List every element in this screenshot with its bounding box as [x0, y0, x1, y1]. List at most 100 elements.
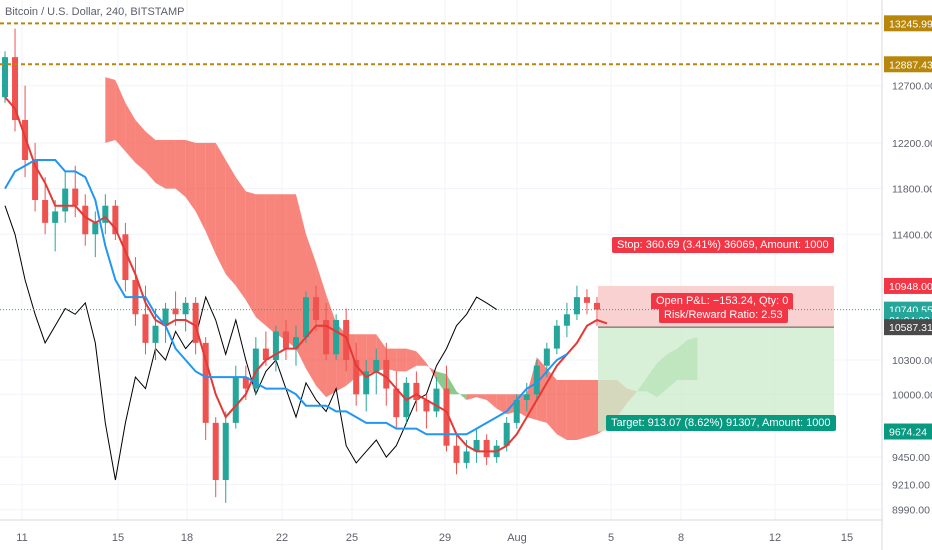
candle-body — [172, 308, 179, 315]
price-axis-label: 10948.00 — [889, 281, 932, 293]
ichimoku-cloud-segment — [416, 351, 427, 366]
ichimoku-cloud-segment — [316, 262, 327, 398]
candle-body — [92, 222, 99, 235]
y-tick-label: 12200.00 — [892, 138, 932, 150]
candle-body — [433, 388, 440, 412]
y-tick-label: 11400.00 — [892, 229, 932, 241]
candle-body — [393, 388, 400, 418]
candle-body — [112, 205, 119, 235]
candle-body — [483, 440, 490, 458]
risk-reward-label[interactable]: Risk/Reward Ratio: 2.53 — [659, 307, 788, 323]
candle-body — [553, 325, 560, 349]
y-tick-label: 9210.00 — [892, 480, 930, 492]
candle-body — [292, 337, 299, 349]
candle-body — [262, 348, 269, 360]
ichimoku-cloud-segment — [486, 394, 497, 409]
candle-body — [533, 365, 540, 395]
ichimoku-cloud-segment — [436, 371, 447, 395]
price-label-bg — [884, 56, 932, 73]
price-axis-label: 9674.24 — [889, 427, 927, 439]
candle-body — [202, 342, 209, 423]
x-tick-label: 18 — [181, 532, 193, 544]
ichimoku-cloud-segment — [155, 140, 166, 189]
candle-body — [593, 302, 601, 310]
candle-body — [503, 422, 510, 446]
ichimoku-cloud-segment — [135, 120, 146, 172]
candle-body — [272, 331, 279, 360]
ichimoku-cloud-segment — [275, 194, 286, 340]
candle-body — [573, 297, 580, 315]
candle-body — [583, 297, 590, 303]
x-tick-label: 5 — [608, 532, 614, 544]
ichimoku-cloud-segment — [556, 380, 567, 440]
candle-body — [212, 422, 219, 480]
price-label-bg — [884, 423, 932, 440]
ichimoku-cloud-segment — [255, 194, 266, 326]
candle-body — [152, 325, 159, 343]
ichimoku-cloud-segment — [586, 380, 597, 438]
candle-body — [62, 188, 69, 212]
symbol-title: Bitcoin / U.S. Dollar, 240, BITSTAMP — [5, 6, 185, 18]
ichimoku-cloud-segment — [175, 140, 186, 198]
ichimoku-cloud-segment — [115, 80, 126, 152]
target-label[interactable]: Target: 913.07 (8.62%) 91307, Amount: 10… — [606, 415, 836, 431]
candle-body — [162, 308, 169, 326]
x-tick-label: 12 — [769, 532, 781, 544]
x-tick-label: 25 — [346, 532, 358, 544]
x-tick-label: 15 — [112, 532, 124, 544]
ichimoku-cloud-segment — [245, 191, 256, 318]
ichimoku-cloud-segment — [165, 140, 176, 189]
candle-body — [453, 445, 460, 463]
target-zone — [598, 327, 834, 432]
y-tick-label: 12700.00 — [892, 81, 932, 93]
candle-body — [242, 377, 249, 389]
ichimoku-cloud-segment — [566, 380, 577, 440]
ichimoku-cloud-segment — [476, 394, 487, 400]
candle-body — [373, 360, 380, 372]
candle-body — [523, 394, 530, 400]
ichimoku-cloud-segment — [195, 142, 206, 232]
candle-body — [252, 348, 259, 389]
candle-body — [543, 348, 550, 366]
ichimoku-cloud-segment — [456, 391, 467, 400]
y-tick-label: 9450.00 — [892, 452, 930, 464]
ichimoku-cloud-segment — [546, 368, 557, 435]
ichimoku-cloud-segment — [285, 194, 296, 349]
ichimoku-cloud-segment — [225, 160, 236, 286]
candle-body — [383, 360, 390, 389]
y-tick-label: 10300.00 — [892, 355, 932, 367]
candle-body — [343, 320, 350, 360]
candle-body — [12, 57, 19, 120]
candle-body — [323, 320, 330, 355]
open-pl-label[interactable]: Open P&L: −153.24, Qty: 0 — [651, 293, 794, 309]
x-tick-label: 11 — [16, 532, 27, 544]
candle-body — [423, 400, 430, 412]
chikou-line — [4, 205, 497, 481]
candle-body — [222, 422, 229, 480]
ichimoku-cloud-segment — [145, 131, 156, 183]
tenkan-line — [4, 96, 608, 453]
candle-body — [122, 234, 129, 280]
candle-body — [52, 211, 59, 223]
candle-body — [192, 302, 199, 343]
ichimoku-cloud-segment — [306, 234, 317, 386]
candle-body — [513, 400, 520, 423]
candle-body — [282, 331, 289, 349]
ichimoku-cloud-segment — [235, 177, 246, 300]
y-tick-label: 8990.00 — [892, 505, 930, 517]
ichimoku-cloud-segment — [396, 348, 407, 372]
price-axis-label: 10587.31 — [889, 322, 932, 334]
price-axis-label: 13245.99 — [889, 18, 932, 30]
candle-body — [142, 314, 149, 343]
x-tick-label: 15 — [841, 532, 853, 544]
stop-label[interactable]: Stop: 360.69 (3.41%) 36069, Amount: 1000 — [612, 237, 834, 253]
x-tick-label: Aug — [507, 532, 527, 544]
y-tick-label: 11800.00 — [892, 184, 932, 196]
x-tick-label: 8 — [678, 532, 684, 544]
candle-body — [42, 200, 49, 223]
ichimoku-cloud-segment — [215, 142, 226, 275]
candle-body — [82, 205, 89, 235]
kijun-line — [4, 159, 568, 436]
